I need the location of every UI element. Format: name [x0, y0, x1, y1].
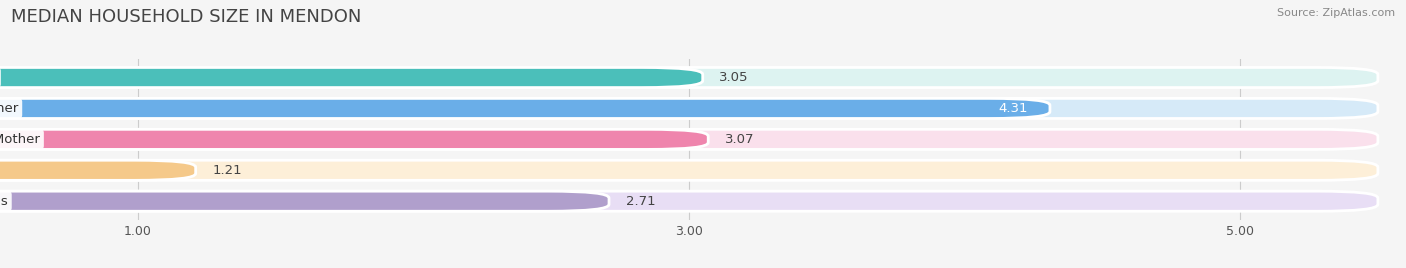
FancyBboxPatch shape — [0, 68, 703, 88]
Text: Single Female/Mother: Single Female/Mother — [0, 133, 41, 146]
FancyBboxPatch shape — [0, 129, 1378, 149]
Text: 4.31: 4.31 — [998, 102, 1028, 115]
Text: 3.05: 3.05 — [720, 71, 749, 84]
FancyBboxPatch shape — [0, 98, 1378, 118]
FancyBboxPatch shape — [0, 160, 1378, 180]
Text: Total Households: Total Households — [0, 195, 8, 208]
Text: 3.07: 3.07 — [724, 133, 754, 146]
FancyBboxPatch shape — [0, 129, 709, 149]
Text: Source: ZipAtlas.com: Source: ZipAtlas.com — [1277, 8, 1395, 18]
Text: MEDIAN HOUSEHOLD SIZE IN MENDON: MEDIAN HOUSEHOLD SIZE IN MENDON — [11, 8, 361, 26]
FancyBboxPatch shape — [0, 191, 609, 211]
Text: 2.71: 2.71 — [626, 195, 655, 208]
FancyBboxPatch shape — [0, 160, 195, 180]
Text: Single Male/Father: Single Male/Father — [0, 102, 18, 115]
FancyBboxPatch shape — [0, 98, 1050, 118]
FancyBboxPatch shape — [0, 191, 1378, 211]
Text: 1.21: 1.21 — [212, 164, 242, 177]
FancyBboxPatch shape — [0, 68, 1378, 88]
